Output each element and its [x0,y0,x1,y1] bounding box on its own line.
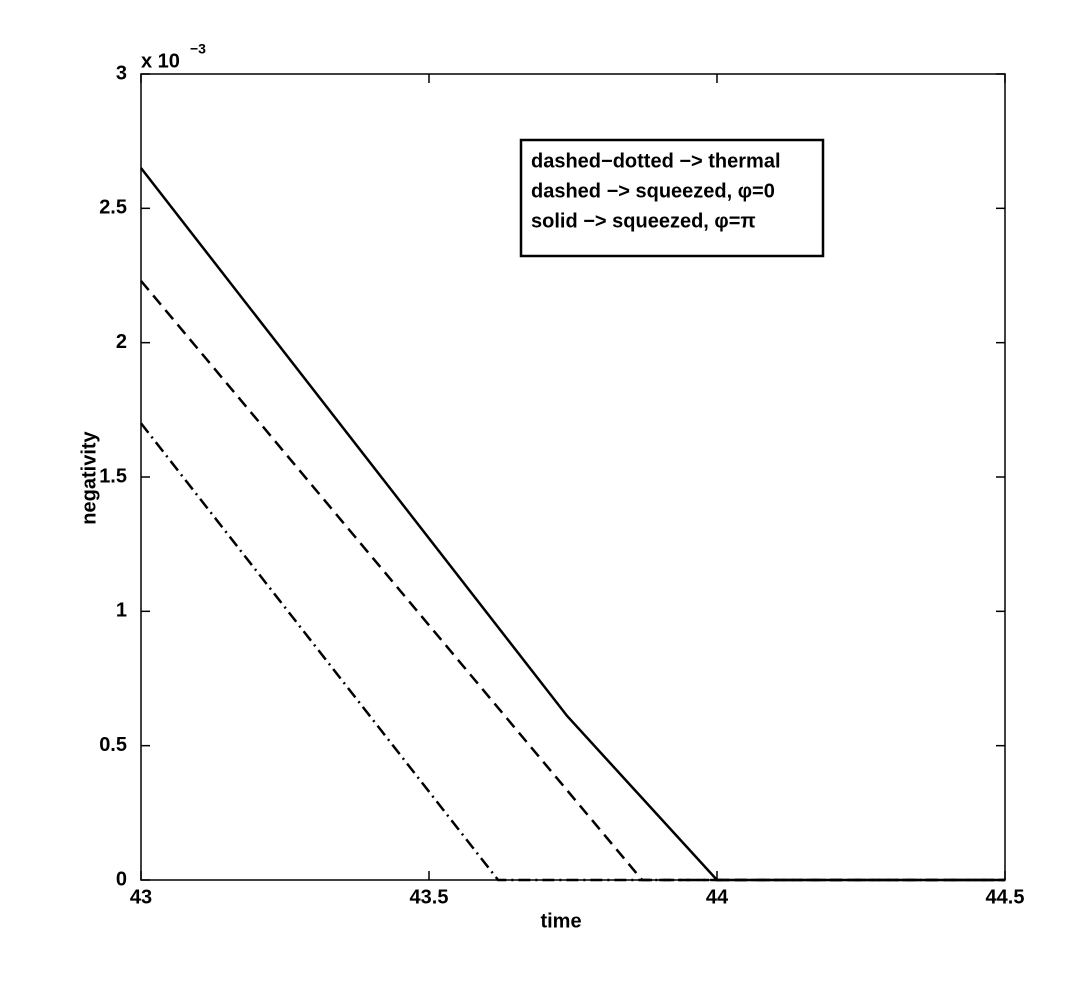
legend-entry: solid −> squeezed, φ=π [531,210,756,232]
y-tick-label: 1 [116,600,127,622]
y-tick-label: 0 [116,868,127,890]
y-axis-label: negativity [78,430,100,524]
x-axis-label: time [540,910,581,932]
legend-box [519,138,825,258]
y-multiplier-exponent: −3 [190,41,206,57]
y-tick-label: 1.5 [99,465,127,487]
x-tick-label: 43 [130,886,152,908]
y-tick-label: 2 [116,331,127,353]
legend-entry: dashed−dotted −> thermal [531,150,781,172]
x-tick-label: 43.5 [410,886,449,908]
y-tick-label: 2.5 [99,197,127,219]
y-tick-label: 3 [116,62,127,84]
y-multiplier: x 10 [141,50,180,72]
x-tick-label: 44.5 [986,886,1025,908]
legend-entry: dashed −> squeezed, φ=0 [531,180,775,202]
y-tick-label: 0.5 [99,734,127,756]
x-tick-label: 44 [706,886,729,908]
